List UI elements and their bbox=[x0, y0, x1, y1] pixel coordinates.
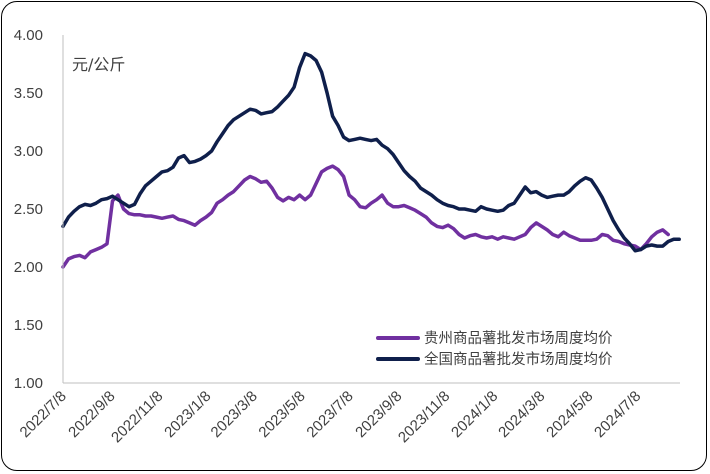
y-tick-label: 2.00 bbox=[14, 259, 43, 276]
x-tick-label: 2023/3/8 bbox=[208, 388, 261, 441]
y-tick-label: 1.50 bbox=[14, 317, 43, 334]
x-tick-label: 2024/1/8 bbox=[448, 388, 501, 441]
legend-label-guizhou: 贵州商品薯批发市场周度均价 bbox=[424, 330, 613, 347]
x-tick-label: 2022/7/8 bbox=[17, 388, 70, 441]
y-tick-label: 1.00 bbox=[14, 375, 43, 392]
x-tick-label: 2024/7/8 bbox=[591, 388, 644, 441]
series-lines bbox=[61, 51, 681, 269]
x-tick-label: 2023/5/8 bbox=[255, 388, 308, 441]
legend: 贵州商品薯批发市场周度均价 全国商品薯批发市场周度均价 bbox=[376, 330, 613, 368]
x-tick-label: 2024/5/8 bbox=[543, 388, 596, 441]
y-tick-label: 3.00 bbox=[14, 143, 43, 160]
x-tick-label: 2023/11/8 bbox=[395, 388, 453, 446]
y-tick-label: 2.50 bbox=[14, 201, 43, 218]
x-tick-label: 2023/7/8 bbox=[303, 388, 356, 441]
y-tick-label: 4.00 bbox=[14, 27, 43, 44]
x-tick-label: 2024/3/8 bbox=[495, 388, 548, 441]
x-axis-ticks: 2022/7/82022/9/82022/11/82023/1/82023/3/… bbox=[17, 388, 645, 446]
x-tick-label: 2022/11/8 bbox=[108, 388, 166, 446]
y-tick-label: 3.50 bbox=[14, 85, 43, 102]
series-line-national bbox=[61, 51, 681, 253]
y-axis-ticks: 1.00 1.50 2.00 2.50 3.00 3.50 4.00 bbox=[14, 27, 43, 392]
x-tick-label: 2023/1/8 bbox=[161, 388, 214, 441]
unit-label: 元/公斤 bbox=[72, 55, 125, 74]
legend-label-national: 全国商品薯批发市场周度均价 bbox=[424, 350, 613, 368]
series-line-guizhou bbox=[61, 164, 670, 269]
